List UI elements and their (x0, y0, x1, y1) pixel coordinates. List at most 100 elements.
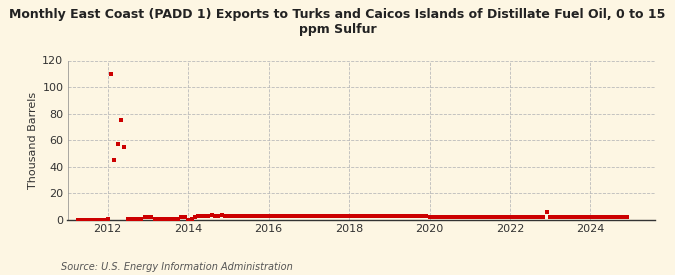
Point (528, 215, 539, 219)
Point (159, 216, 170, 221)
Point (347, 214, 358, 218)
Point (374, 214, 385, 218)
Point (103, 216, 113, 221)
Point (126, 216, 136, 221)
Point (545, 215, 556, 219)
Point (280, 214, 291, 218)
Point (615, 215, 626, 219)
Point (317, 214, 327, 218)
Point (575, 215, 586, 219)
Point (153, 216, 163, 221)
Point (605, 215, 616, 219)
Point (196, 214, 207, 218)
Point (273, 214, 284, 218)
Point (233, 214, 244, 218)
Point (367, 214, 378, 218)
Point (92, 218, 103, 222)
Point (230, 214, 240, 218)
Point (200, 214, 211, 218)
Point (514, 215, 525, 219)
Point (414, 214, 425, 218)
Point (82, 218, 93, 222)
Point (531, 215, 542, 219)
Point (502, 215, 512, 219)
Point (357, 214, 368, 218)
Point (310, 214, 321, 218)
Point (434, 215, 445, 219)
Point (541, 210, 552, 214)
Point (76, 218, 86, 222)
Point (304, 214, 315, 218)
Point (427, 215, 438, 219)
Point (377, 214, 388, 218)
Text: Source: U.S. Energy Information Administration: Source: U.S. Energy Information Administ… (61, 262, 292, 272)
Point (139, 215, 150, 219)
Point (568, 215, 579, 219)
Point (491, 215, 502, 219)
Point (548, 215, 559, 219)
Point (106, 72, 117, 76)
Point (246, 214, 257, 218)
Point (122, 216, 133, 221)
Point (240, 214, 250, 218)
Point (166, 216, 177, 221)
Point (538, 215, 549, 219)
Point (562, 215, 572, 219)
Point (471, 215, 482, 219)
Point (618, 215, 629, 219)
Point (136, 216, 146, 221)
Point (458, 215, 468, 219)
Point (149, 216, 160, 221)
Point (410, 214, 421, 218)
Point (461, 215, 472, 219)
Point (441, 215, 452, 219)
Point (223, 214, 234, 218)
Point (592, 215, 603, 219)
Point (350, 214, 361, 218)
Point (330, 214, 341, 218)
Point (129, 216, 140, 221)
Point (297, 214, 308, 218)
Point (219, 214, 230, 218)
Point (485, 215, 495, 219)
Point (300, 214, 311, 218)
Point (320, 214, 331, 218)
Point (381, 214, 392, 218)
Point (448, 215, 458, 219)
Point (454, 215, 465, 219)
Point (578, 215, 589, 219)
Point (86, 218, 97, 222)
Point (287, 214, 298, 218)
Point (398, 214, 408, 218)
Point (444, 215, 455, 219)
Point (585, 215, 596, 219)
Point (608, 215, 619, 219)
Point (142, 215, 153, 219)
Point (243, 214, 254, 218)
Point (404, 214, 415, 218)
Point (602, 215, 613, 219)
Point (551, 215, 562, 219)
Point (407, 214, 418, 218)
Point (333, 214, 344, 218)
Point (313, 214, 324, 218)
Point (340, 214, 351, 218)
Point (210, 214, 221, 218)
Point (417, 214, 428, 218)
Point (595, 215, 606, 219)
Point (451, 215, 462, 219)
Point (180, 215, 190, 219)
Point (169, 216, 180, 221)
Point (424, 215, 435, 219)
Point (183, 218, 194, 222)
Point (521, 215, 532, 219)
Point (95, 218, 106, 222)
Point (468, 215, 479, 219)
Point (589, 215, 599, 219)
Point (203, 214, 214, 218)
Point (504, 215, 515, 219)
Point (306, 214, 317, 218)
Point (371, 214, 381, 218)
Point (599, 215, 610, 219)
Point (250, 214, 261, 218)
